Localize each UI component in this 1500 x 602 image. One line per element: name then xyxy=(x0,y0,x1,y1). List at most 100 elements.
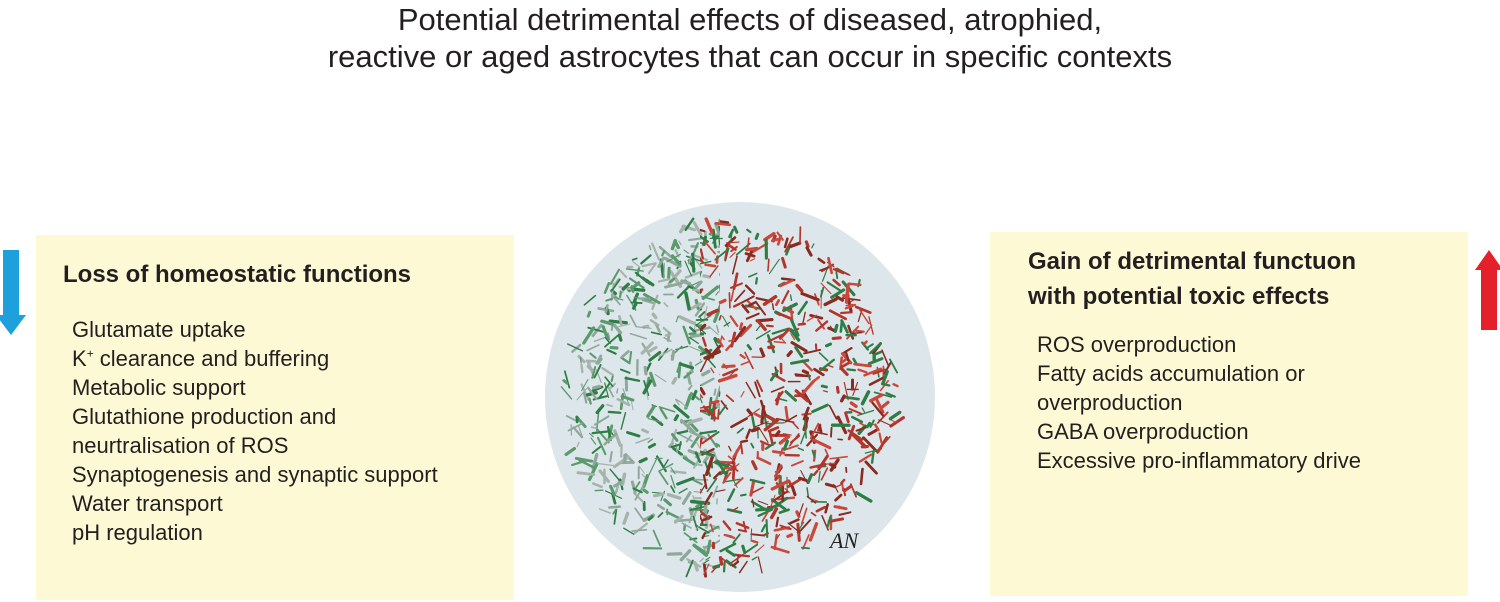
texture xyxy=(750,242,769,254)
texture xyxy=(756,319,767,332)
texture xyxy=(790,333,796,341)
list-item: neurtralisation of ROS xyxy=(72,433,289,458)
texture xyxy=(818,424,823,435)
texture xyxy=(728,228,735,239)
texture xyxy=(867,428,878,436)
texture xyxy=(851,331,863,335)
texture xyxy=(586,362,591,367)
texture xyxy=(683,371,693,379)
texture xyxy=(595,412,600,432)
texture xyxy=(872,368,887,375)
texture xyxy=(839,361,851,369)
texture xyxy=(657,256,665,268)
texture xyxy=(714,222,720,241)
up-arrow xyxy=(1475,250,1500,330)
texture xyxy=(826,515,832,529)
texture xyxy=(840,311,853,315)
texture xyxy=(729,369,736,377)
texture xyxy=(878,432,883,444)
texture xyxy=(762,294,778,306)
texture xyxy=(624,453,635,464)
texture xyxy=(700,248,705,260)
texture xyxy=(861,407,866,413)
texture xyxy=(759,440,771,447)
texture xyxy=(845,303,854,307)
texture xyxy=(715,489,726,493)
texture xyxy=(789,328,801,342)
texture xyxy=(607,410,622,414)
texture xyxy=(828,309,847,321)
list-item: ROS overproduction xyxy=(1037,332,1237,357)
texture xyxy=(708,399,720,405)
texture xyxy=(622,511,630,525)
texture xyxy=(775,392,781,406)
texture xyxy=(800,507,808,525)
texture xyxy=(811,403,829,414)
texture xyxy=(843,395,860,401)
list-item: Glutamate uptake xyxy=(72,317,246,342)
texture xyxy=(880,382,891,387)
texture xyxy=(670,443,682,449)
texture xyxy=(676,429,689,435)
texture xyxy=(774,470,785,487)
texture xyxy=(581,378,589,392)
texture xyxy=(704,534,710,538)
texture xyxy=(829,458,840,472)
texture xyxy=(678,240,682,246)
texture xyxy=(730,417,748,429)
texture xyxy=(701,532,707,540)
texture xyxy=(682,325,691,345)
texture xyxy=(702,274,711,279)
item-text: clearance and buffering xyxy=(99,346,330,371)
texture xyxy=(652,529,661,547)
texture xyxy=(617,333,623,342)
texture xyxy=(722,472,732,484)
texture xyxy=(632,487,643,494)
texture xyxy=(858,308,870,325)
texture xyxy=(666,492,682,500)
texture xyxy=(846,325,860,340)
texture xyxy=(633,522,649,535)
texture xyxy=(706,308,719,317)
texture xyxy=(843,484,853,493)
texture xyxy=(817,454,829,471)
texture xyxy=(754,421,769,428)
texture xyxy=(566,343,584,352)
texture xyxy=(748,272,758,278)
texture xyxy=(591,482,603,489)
texture xyxy=(889,358,899,374)
texture xyxy=(695,280,703,289)
texture xyxy=(784,236,794,253)
texture xyxy=(695,441,701,449)
texture xyxy=(671,377,678,385)
texture xyxy=(692,221,703,237)
texture xyxy=(765,519,769,539)
down-arrow xyxy=(0,250,26,335)
texture xyxy=(590,426,597,430)
texture xyxy=(824,448,829,456)
texture xyxy=(620,472,627,487)
texture xyxy=(739,441,744,455)
texture xyxy=(726,508,743,514)
texture xyxy=(609,451,613,463)
texture xyxy=(750,442,755,449)
list-item: Water transport xyxy=(72,491,223,516)
texture xyxy=(658,470,669,486)
texture xyxy=(700,228,706,233)
texture xyxy=(678,362,695,370)
texture xyxy=(616,397,631,407)
texture xyxy=(642,488,649,494)
texture xyxy=(684,270,703,279)
list-item: Excessive pro-inflammatory drive xyxy=(1037,448,1361,473)
texture xyxy=(676,286,690,299)
texture xyxy=(714,401,720,407)
texture xyxy=(804,419,807,439)
texture xyxy=(749,478,766,485)
texture xyxy=(679,454,687,457)
texture xyxy=(613,480,623,488)
texture xyxy=(754,232,760,240)
texture xyxy=(722,520,732,531)
texture xyxy=(634,271,649,284)
texture xyxy=(656,503,666,511)
texture xyxy=(692,458,700,469)
